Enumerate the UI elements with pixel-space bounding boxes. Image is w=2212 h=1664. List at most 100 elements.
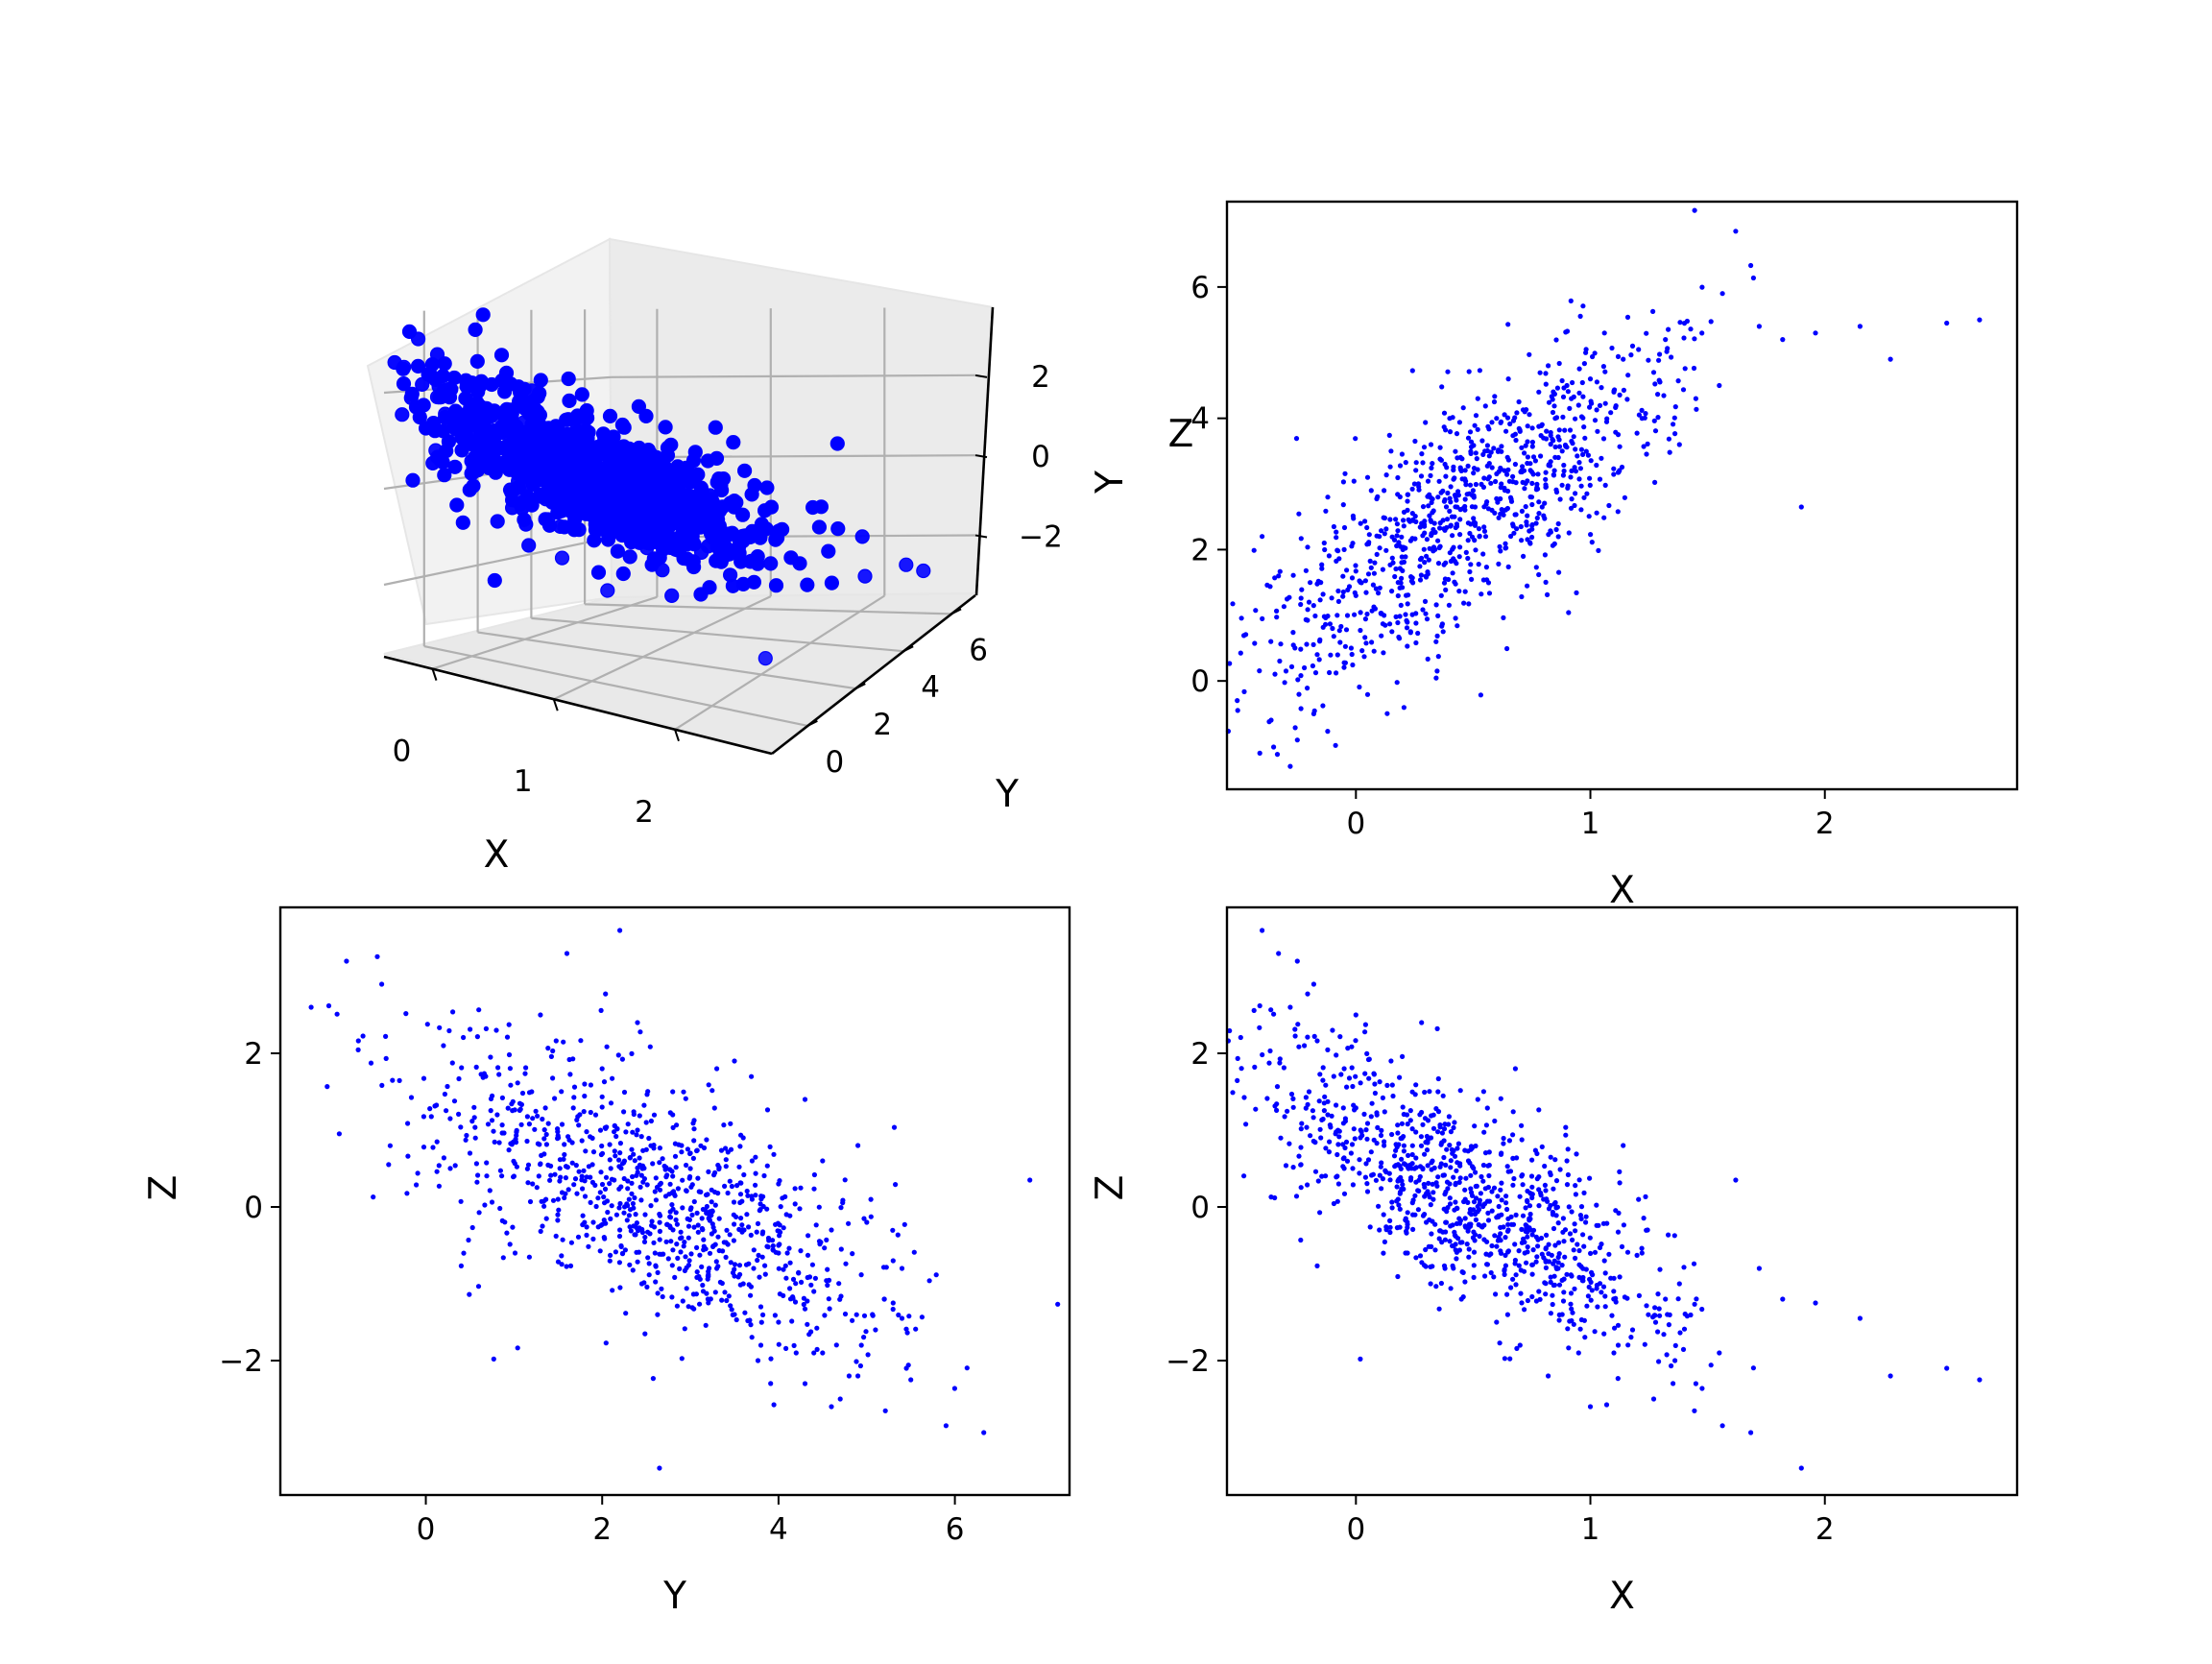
scatter-point [696,1273,702,1280]
scatter-point [1527,494,1533,500]
scatter-point [1566,530,1572,536]
scatter-point [902,1221,907,1227]
scatter-point [1377,1079,1382,1085]
scatter-point [548,1172,554,1178]
scatter-point [586,1243,591,1249]
scatter-point [1431,1196,1436,1202]
scatter-point [1405,601,1410,607]
scatter-point [1460,1269,1466,1275]
scatter-point-3d [494,424,510,441]
scatter-point [1325,729,1331,735]
scatter-point [575,1114,581,1120]
scatter-point [1382,1143,1387,1148]
scatter-point [1582,1335,1588,1340]
scatter-point [687,1150,693,1157]
scatter-point [1529,1262,1535,1267]
scatter-point [1557,1167,1563,1172]
scatter-point [1636,412,1642,418]
scatter-point [1636,347,1642,352]
scatter-point [741,1227,747,1233]
scatter-point [1516,398,1522,405]
scatter-point [951,1386,958,1391]
scatter-point [1346,1075,1353,1081]
scatter-point [579,1177,585,1183]
scatter-point [1266,1060,1272,1066]
scatter-point [1433,602,1439,608]
scatter-point [1413,1129,1419,1135]
scatter-point [1419,1020,1425,1025]
scatter-point [1504,1228,1511,1234]
scatter-point [642,1234,648,1241]
scatter-point [798,1185,804,1191]
scatter-point [1397,1206,1403,1212]
scatter-point [745,1317,751,1324]
scatter-point [757,1274,762,1280]
scatter-point [1358,1080,1363,1086]
scatter-point [619,1056,626,1062]
scatter-point [1657,351,1663,357]
scatter-point [1413,1255,1419,1261]
scatter-point [908,1377,914,1383]
scatter-point [1615,1376,1621,1382]
scatter-point [1550,436,1555,443]
scatter-point [638,1172,644,1178]
scatter-point [1594,1282,1599,1289]
scatter-point [1452,493,1458,498]
scatter-point [1666,326,1671,332]
scatter-point [1341,546,1347,553]
scatter-point [1350,1083,1356,1090]
scatter-point [739,1222,745,1228]
scatter-point [1387,1224,1393,1230]
scatter-point [668,1239,674,1244]
scatter-point [1624,314,1631,320]
scatter-point [793,1350,799,1356]
scatter-point [604,1124,610,1130]
scatter-point [578,1038,584,1044]
scatter-point [1452,1229,1457,1235]
scatter-point [1556,569,1562,575]
scatter-point [1503,1200,1509,1206]
scatter-point [757,1304,764,1310]
scatter-point [738,1132,744,1138]
scatter-point [737,1180,743,1186]
scatter-point [1257,1002,1262,1009]
scatter-point [1693,396,1698,401]
scatter-point [1489,465,1495,470]
scatter-point [1340,589,1346,595]
scatter-point [1325,1112,1331,1118]
scatter-point [1469,1190,1475,1195]
scatter-point [733,1316,739,1323]
scatter-point [1580,303,1586,309]
scatter-point [1397,614,1403,619]
scatter-point [483,1025,489,1031]
scatter-point [1780,1296,1786,1302]
scatter-point [1585,1293,1591,1299]
scatter-point [1644,451,1649,457]
x-tick-label: 4 [769,1512,788,1547]
scatter-point [735,1274,741,1280]
scatter-point-3d [468,322,483,337]
scatter-point [685,1146,691,1152]
scatter-point [1260,615,1265,622]
scatter-point-3d [579,403,594,419]
scatter-point [1666,1232,1671,1238]
scatter-point [1536,499,1542,505]
grid-line-3d [383,536,613,587]
scatter-point [1512,1066,1518,1072]
scatter-point-3d [661,479,677,495]
scatter-point [650,1376,657,1382]
scatter-point [1371,570,1377,576]
scatter-point [1335,588,1341,594]
scatter-point [707,1216,712,1221]
scatter-point [1429,1231,1434,1237]
scatter-point-3d [554,550,570,566]
scatter-point [1378,1164,1383,1170]
scatter-point [1334,547,1340,553]
scatter-point [1606,502,1612,509]
scatter-point [1556,1240,1562,1245]
scatter-point [598,1151,605,1158]
scatter-point [762,1263,768,1268]
scatter-point [715,1191,721,1196]
scatter-point [890,1306,896,1313]
scatter-point [635,1170,640,1175]
